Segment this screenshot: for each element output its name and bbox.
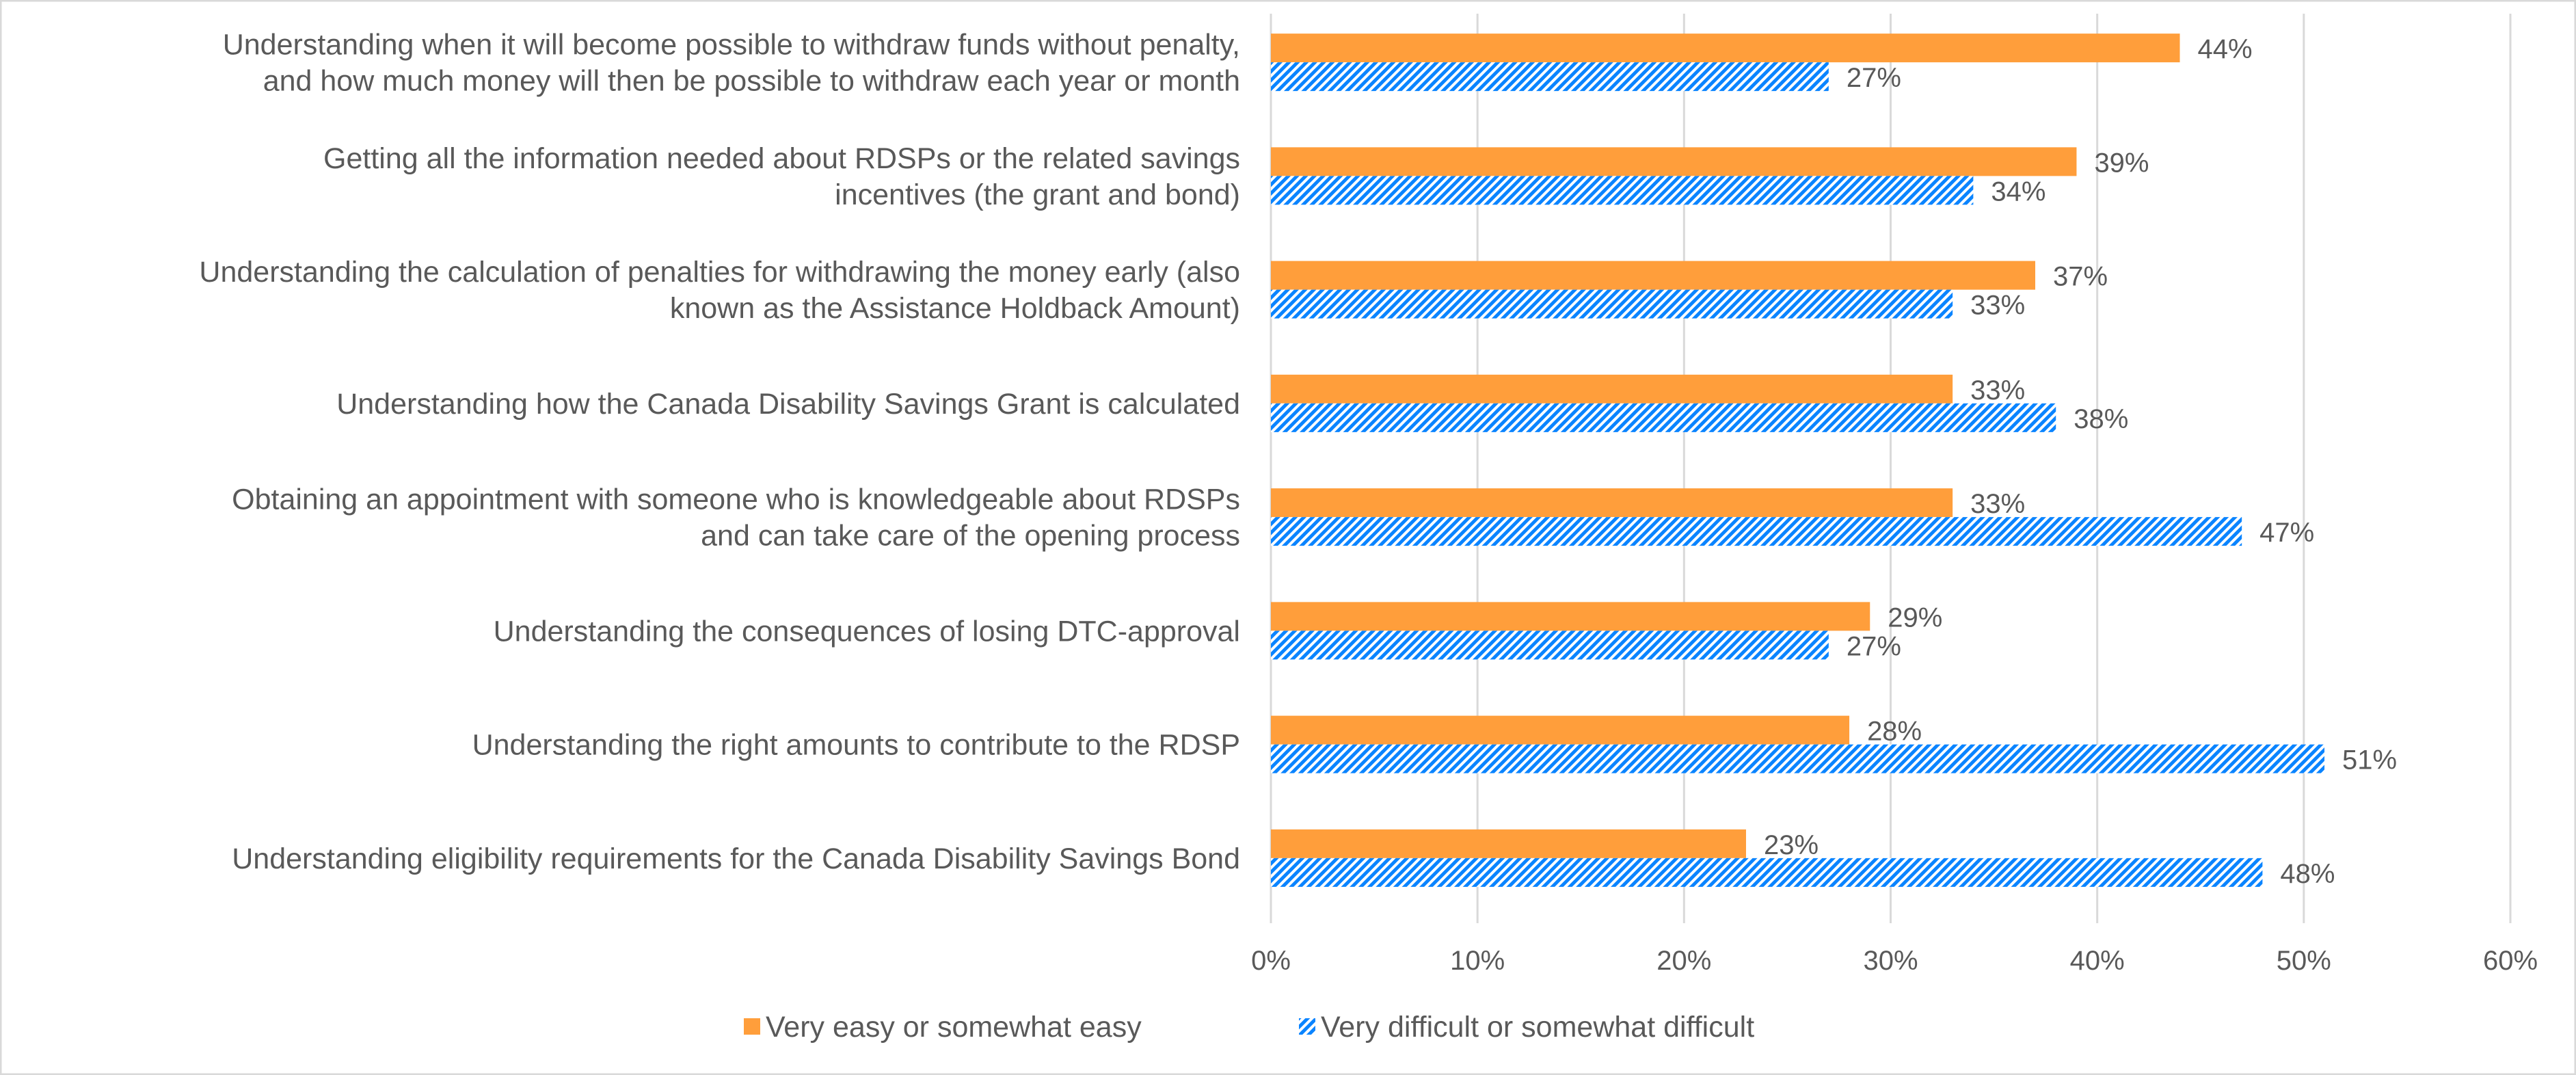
bar-easy: [1271, 488, 1953, 518]
category-label: Getting all the information needed about…: [323, 142, 1240, 175]
bar-easy: [1271, 261, 2036, 290]
data-label: 33%: [1970, 291, 2025, 321]
bar-easy: [1271, 147, 2077, 176]
data-label: 47%: [2259, 518, 2314, 548]
bar-difficult: [1271, 62, 1829, 92]
data-label: 23%: [1764, 830, 1819, 860]
bar-difficult: [1271, 858, 2263, 887]
category-label: Understanding when it will become possib…: [223, 29, 1240, 62]
data-label: 27%: [1847, 631, 1901, 661]
data-label: 39%: [2094, 148, 2149, 178]
data-label: 33%: [1970, 375, 2025, 406]
category-label: and how much money will then be possible…: [263, 65, 1240, 98]
data-label: 28%: [1867, 717, 1922, 747]
bar-difficult: [1271, 289, 1953, 319]
category-label: Obtaining an appointment with someone wh…: [232, 483, 1240, 516]
x-tick-label: 30%: [1863, 946, 1918, 976]
data-label: 34%: [1991, 176, 2045, 207]
bar-difficult: [1271, 403, 2056, 432]
legend-swatch-difficult: [1299, 1018, 1315, 1035]
category-label: Understanding the calculation of penalti…: [199, 256, 1240, 289]
category-label: Understanding eligibility requirements f…: [232, 842, 1240, 875]
category-label: known as the Assistance Holdback Amount): [670, 292, 1240, 325]
data-label: 51%: [2342, 745, 2397, 775]
data-label: 37%: [2053, 262, 2108, 292]
bar-easy: [1271, 602, 1870, 631]
data-label: 38%: [2074, 404, 2128, 434]
category-label: and can take care of the opening process: [701, 520, 1240, 553]
legend-swatch-easy: [744, 1018, 760, 1035]
legend-label: Very difficult or somewhat difficult: [1321, 1011, 1754, 1044]
bar-difficult: [1271, 176, 1974, 205]
category-label: Understanding the consequences of losing…: [494, 615, 1240, 648]
category-label: Understanding the right amounts to contr…: [472, 729, 1240, 762]
x-tick-label: 0%: [1251, 946, 1291, 976]
bar-easy: [1271, 34, 2180, 63]
data-label: 29%: [1888, 602, 1942, 633]
bar-difficult: [1271, 744, 2325, 773]
data-label: 33%: [1970, 489, 2025, 519]
bar-easy: [1271, 374, 1953, 403]
x-tick-label: 60%: [2483, 946, 2538, 976]
bar-easy: [1271, 829, 1746, 858]
x-tick-label: 10%: [1450, 946, 1505, 976]
category-label: incentives (the grant and bond): [835, 178, 1240, 211]
legend-label: Very easy or somewhat easy: [766, 1011, 1142, 1044]
data-label: 48%: [2280, 859, 2335, 889]
x-tick-label: 20%: [1656, 946, 1711, 976]
x-tick-label: 50%: [2277, 946, 2331, 976]
data-label: 27%: [1847, 63, 1901, 93]
bar-easy: [1271, 715, 1850, 745]
x-tick-label: 40%: [2070, 946, 2125, 976]
bar-difficult: [1271, 631, 1829, 660]
data-label: 44%: [2198, 34, 2253, 64]
category-label: Understanding how the Canada Disability …: [336, 388, 1240, 421]
bar-difficult: [1271, 517, 2242, 546]
